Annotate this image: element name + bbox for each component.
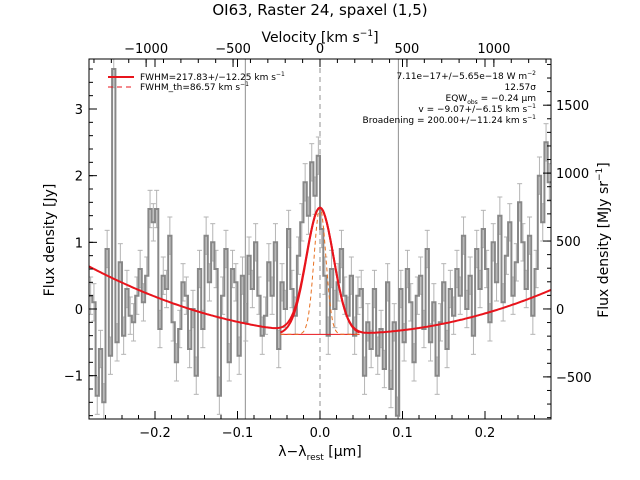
top-tick-label: 1000 — [477, 42, 510, 57]
annotation-broadening: Broadening = 200.00+/−11.24 km s−1 — [363, 114, 537, 126]
legend: FWHM=217.83+/−12.25 km s−1 FWHM_th=86.57… — [108, 71, 285, 93]
x-tick-label: 0.2 — [475, 426, 496, 441]
top-tick-label: −500 — [215, 42, 251, 57]
x-tick-label: −0.2 — [139, 426, 171, 441]
y-tick-label: −1 — [64, 370, 83, 385]
annotation-significance: 12.57σ — [505, 83, 537, 93]
axis-ticks: −0.2 −0.1 0.0 0.1 0.2 −1 0 1 2 3 −500 0 500 1000 1500 −… — [64, 42, 592, 441]
right-axis-label: Flux density [MJy sr−1] — [595, 162, 612, 318]
annotation-line-flux: 7.11e−17+/−5.65e−18 W m−2 — [397, 70, 537, 82]
y-right-tick-label: 1500 — [556, 99, 589, 114]
fit-annotations: 7.11e−17+/−5.65e−18 W m−2 12.57σ EQWobs … — [363, 70, 537, 126]
y-axis-label: Flux density [Jy] — [42, 184, 58, 297]
data-histogram — [89, 68, 551, 417]
x-tick-label: 0.1 — [392, 426, 413, 441]
y-right-tick-label: 0 — [556, 303, 564, 318]
x-tick-label: −0.1 — [222, 426, 254, 441]
legend-label-fwhm-th: FWHM_th=86.57 km s−1 — [140, 81, 249, 93]
y-right-tick-label: −500 — [556, 371, 592, 386]
x-axis-label: λ−λrest [μm] — [278, 444, 362, 463]
y-tick-label: 0 — [75, 303, 83, 318]
data-plot-layer — [89, 59, 551, 419]
top-tick-label: 500 — [395, 42, 420, 57]
top-tick-label: 0 — [316, 42, 324, 57]
chart-title: OI63, Raster 24, spaxel (1,5) — [212, 1, 427, 19]
total-fit-curve — [89, 206, 551, 334]
annotation-eqw: EQWobs = −0.24 μm — [446, 94, 536, 106]
legend-label-fwhm: FWHM=217.83+/−12.25 km s−1 — [140, 71, 285, 83]
top-axis-label: Velocity [km s−1] — [261, 29, 378, 46]
top-tick-label: −1000 — [124, 42, 168, 57]
y-tick-label: 1 — [75, 236, 83, 251]
x-tick-label: 0.0 — [310, 426, 331, 441]
y-right-tick-label: 500 — [556, 235, 581, 250]
y-tick-label: 2 — [75, 170, 83, 185]
y-right-tick-label: 1000 — [556, 167, 589, 182]
annotation-velocity: v = −9.07+/−6.15 km s−1 — [418, 103, 536, 115]
y-tick-label: 3 — [75, 103, 83, 118]
